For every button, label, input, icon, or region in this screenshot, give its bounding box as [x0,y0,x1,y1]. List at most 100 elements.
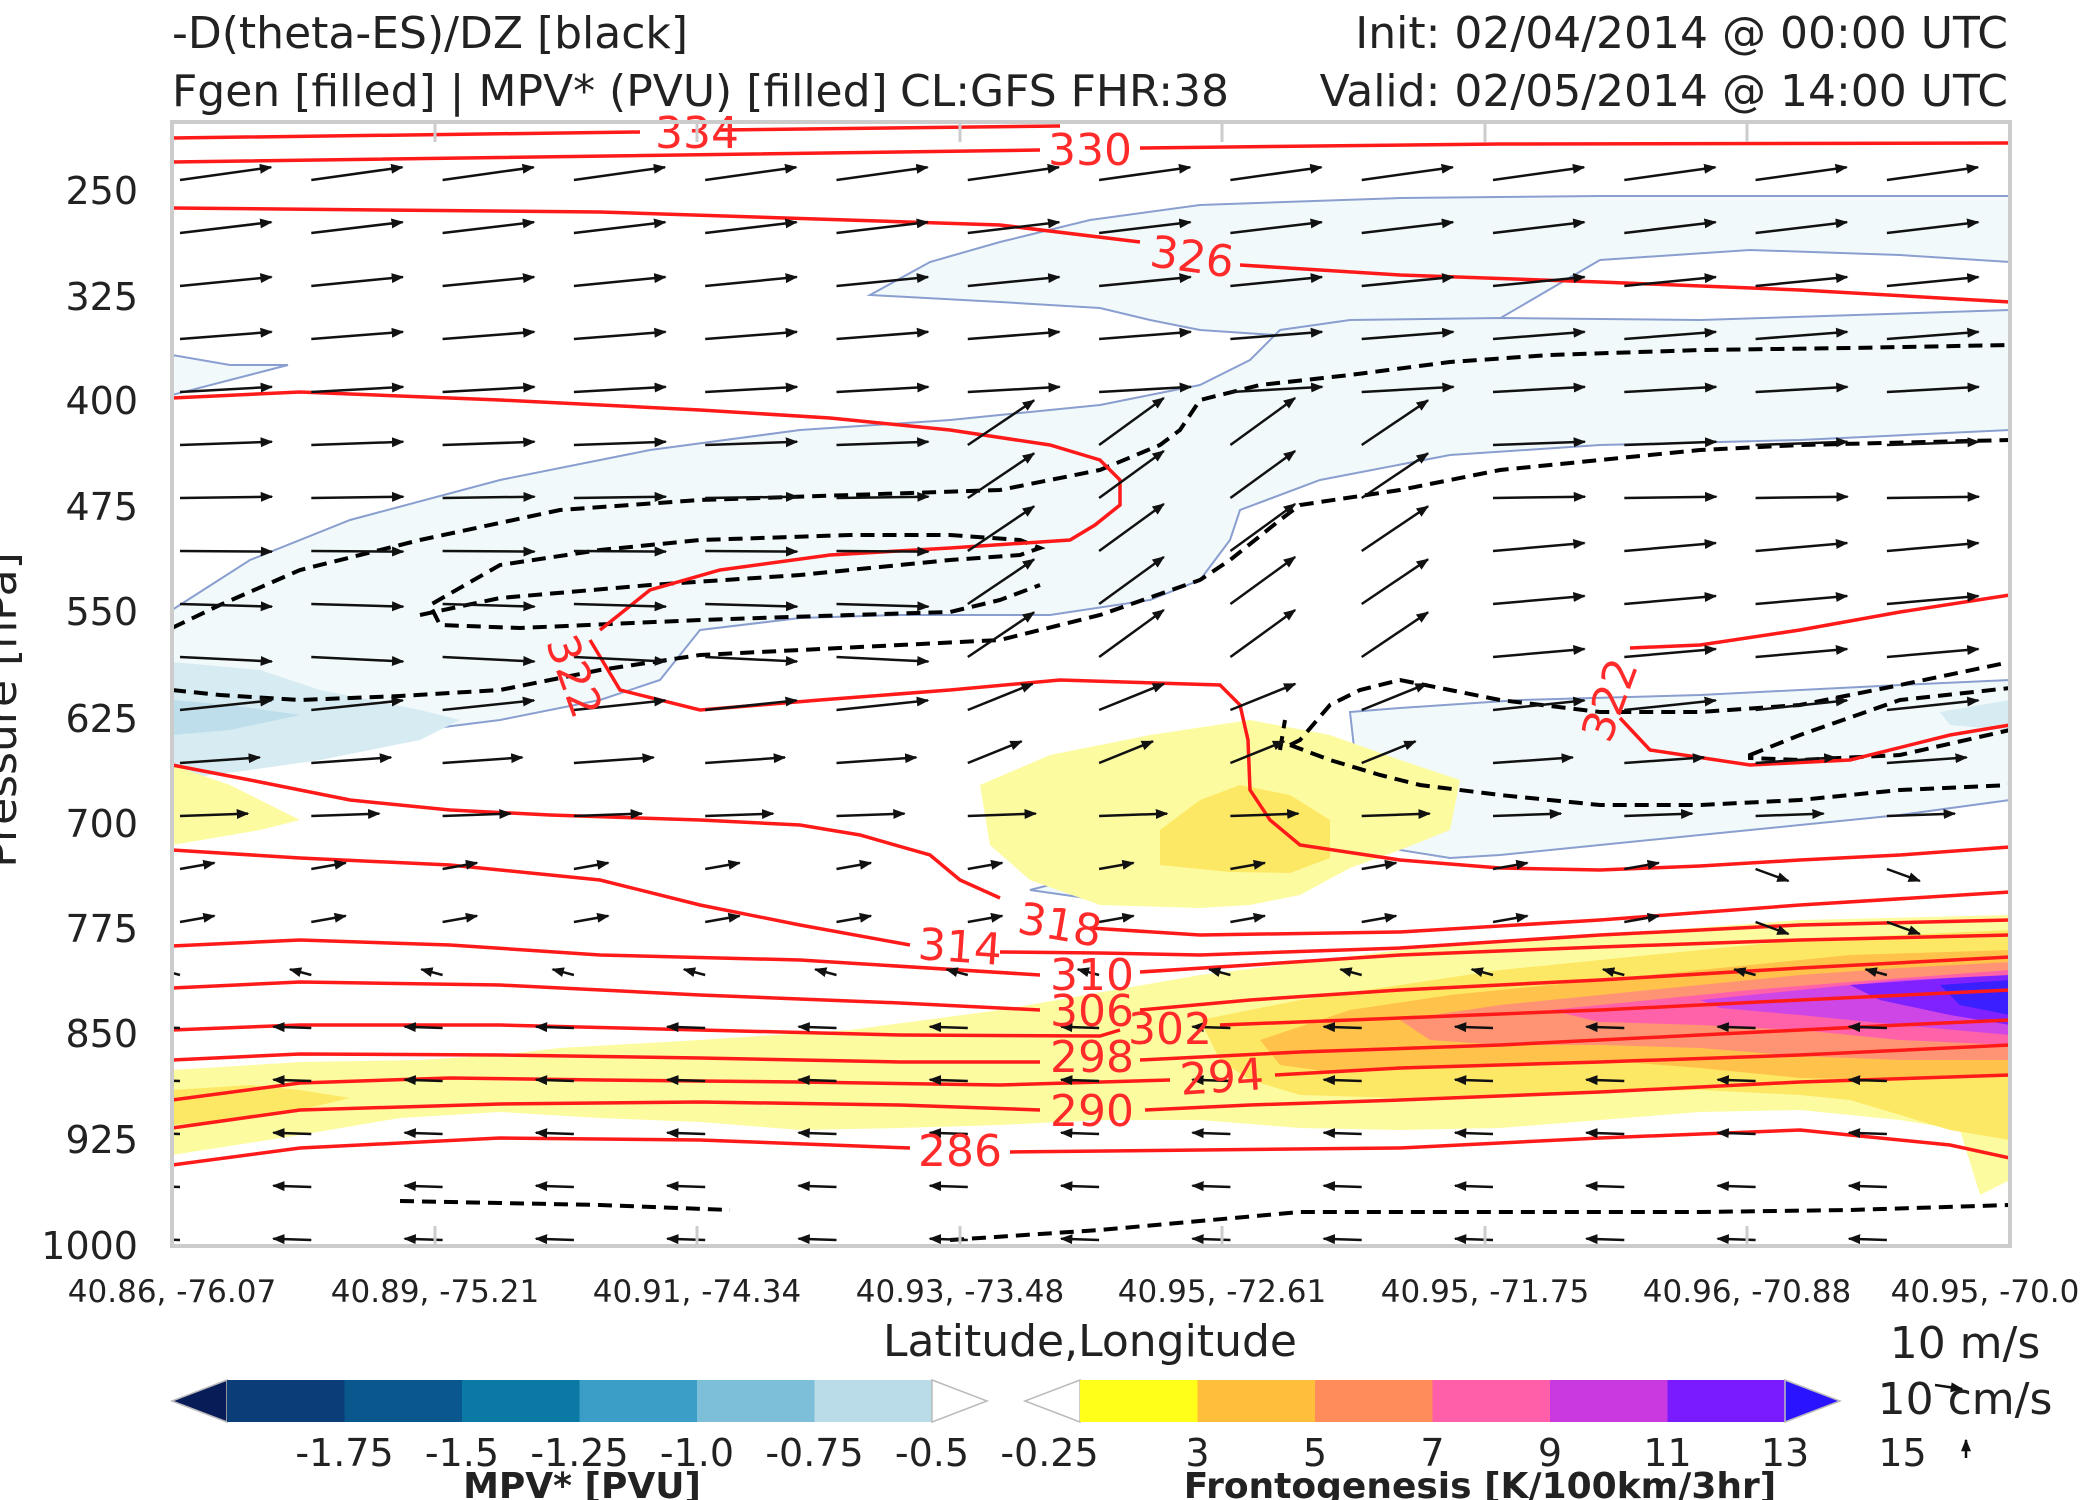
wind-vector [1624,538,1718,553]
fgen-left-upper [172,765,300,845]
wind-vector [442,273,536,288]
wind-vector [1492,327,1586,341]
colorbar-segment [1667,1380,1786,1422]
colorbar-segment [1432,1380,1551,1422]
wind-vector [1361,218,1455,235]
x-tick-label: 40.89, -75.21 [331,1274,539,1310]
wind-vector [172,1238,181,1242]
wind-vector [179,753,262,765]
wind-vector [1886,437,1981,448]
wind-vector [1601,967,1625,978]
wind-vector [442,655,536,666]
stability-contour [1748,685,2010,763]
wind-vector [665,1075,706,1086]
wind-vector [442,327,536,341]
wind-vector [442,859,479,871]
wind-vector [534,1075,574,1086]
wind-vector [1361,859,1398,871]
y-tick-label: 550 [65,590,138,634]
wind-vector [1755,437,1849,448]
theta-e-contour-318 [172,763,2010,937]
wind-vector [836,912,873,924]
colorbar-segment [697,1380,815,1422]
wind-vector [172,971,181,977]
wind-vector [573,601,668,612]
wind-vector [1361,452,1430,500]
wind-vector [1339,967,1363,978]
wind-vector [573,163,667,182]
wind-vector [179,273,273,288]
colorbar-tick-label: 5 [1303,1431,1327,1475]
wind-vector [1230,163,1323,182]
wind-vector [928,1128,968,1139]
x-tick-label: 40.91, -74.34 [593,1274,801,1310]
wind-reference: 10 m/s 10 cm/s [1878,1318,2052,1458]
colorbar-tick-label: 15 [1878,1431,1926,1475]
mpv-colorbar: -1.75 -1.5 -1.25 -1.0 -0.75 -0.5 -0.25 MPV* [PV… [169,1378,1099,1500]
wind-vector [172,1132,181,1136]
wind-vector [1624,753,1706,765]
wind-vector [1755,696,1849,712]
theta-e-contour-326 [172,206,2010,304]
colorbar-tick-label: 13 [1761,1431,1809,1475]
wind-vector [1624,491,1718,502]
wind-vector [179,696,273,712]
wind-vector [1755,491,1849,502]
wind-vector [1755,218,1849,235]
wind-vector [836,382,930,394]
wind-vector [665,1234,706,1245]
x-tick-label: 40.95, -71.75 [1381,1274,1589,1310]
wind-vector [272,1181,312,1192]
wind-vector [1716,1022,1756,1033]
theta-e-contour-298 [172,1018,2010,1064]
wind-vector [967,611,1036,659]
title-left-line2: Fgen [filled] | MPV* (PVU) [filled] [172,66,888,117]
wind-vector [442,437,536,448]
wind-reference-arrow-horizontal [1934,1382,1964,1393]
wind-vector [311,218,404,235]
wind-vector [573,912,610,924]
wind-vector [1886,327,1980,341]
wind-vector [1098,608,1165,659]
wind-vector [172,1185,181,1189]
wind-vector [272,1128,312,1139]
wind-vector [1098,218,1192,235]
colorbar-segment [344,1380,463,1422]
wind-vector [1755,753,1837,765]
wind-vector [928,1234,968,1245]
wind-vector [573,655,668,666]
wind-vector [813,967,837,978]
colorbar-segment [814,1380,933,1422]
wind-vector [573,273,667,288]
x-tick-label: 40.95, -72.61 [1118,1274,1326,1310]
theta-e-contour-294 [172,1043,2010,1102]
mpv-region-left-blue [172,662,460,780]
colorbar-title: MPV* [PVU] [463,1466,701,1500]
wind-vector [1230,327,1324,341]
wind-vector [179,808,250,819]
wind-vector [705,382,799,394]
wind-vector [1361,399,1430,447]
stability-contour [949,1203,2010,1242]
wind-vector [705,808,775,819]
wind-vector [928,1022,968,1033]
wind-vector [1361,163,1455,182]
theta-e-contour-290 [172,1073,2010,1130]
stability-contours [172,343,2010,1242]
wind-vector [1059,1075,1100,1086]
wind-vector [797,1075,837,1086]
wind-vector [1322,1234,1362,1245]
wind-vector [1230,218,1324,235]
colorbar-tick-label: -1.75 [295,1431,393,1475]
wind-vector [1847,1181,1887,1192]
wind-vector [1191,1181,1231,1192]
y-tick-label: 925 [65,1118,138,1162]
wind-vector [1229,608,1297,659]
wind-vector [1886,696,1980,712]
wind-vector [272,1234,312,1245]
wind-vector [1322,1128,1362,1139]
wind-vector [836,437,930,448]
wind-vector [967,382,1061,394]
wind-vector [704,859,741,871]
y-tick-label: 250 [65,169,138,213]
